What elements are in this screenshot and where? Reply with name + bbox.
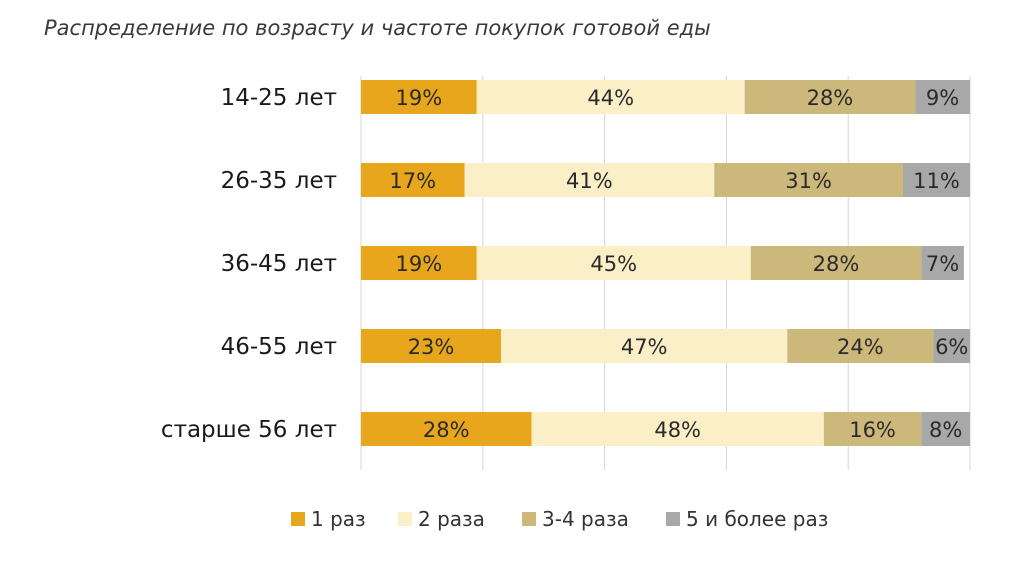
category-label: 36-45 лет [221,251,337,277]
bar-segment [933,329,970,363]
chart-title: Распределение по возрасту и частоте поку… [44,16,711,40]
data-label: 31% [785,169,832,193]
bar-segment [476,80,745,114]
legend-swatch [522,512,536,526]
bar-segment [361,163,465,197]
bar-segment [823,412,922,446]
bar-segment [361,329,502,363]
data-label: 23% [408,335,455,359]
bar-segment [744,80,916,114]
category-label: 14-25 лет [221,85,337,111]
legend-swatch [398,512,412,526]
data-label: 28% [807,86,854,110]
bar-segment [464,163,715,197]
data-label: 28% [813,252,860,276]
bar-segment [361,412,532,446]
legend-label: 3-4 раза [542,507,629,531]
data-label: 7% [926,252,959,276]
bar-segment [714,163,904,197]
data-label: 24% [837,335,884,359]
legend-swatch [666,512,680,526]
bar-segment [361,246,477,280]
bar-segment [921,246,964,280]
bar-segment [361,80,477,114]
bar-segment [787,329,934,363]
bar-segment [915,80,970,114]
bar-segment [921,412,970,446]
data-label: 19% [396,86,443,110]
category-label: 26-35 лет [221,168,337,194]
data-label: 17% [389,169,436,193]
data-label: 9% [926,86,959,110]
category-label: старше 56 лет [161,417,337,443]
data-label: 44% [587,86,634,110]
data-label: 8% [929,418,962,442]
legend-label: 2 раза [418,507,485,531]
data-label: 48% [654,418,701,442]
bar-segment [903,163,970,197]
legend-swatch [291,512,305,526]
data-label: 45% [590,252,637,276]
data-label: 47% [621,335,668,359]
legend-label: 5 и более раз [686,507,828,531]
data-label: 41% [566,169,613,193]
bar-segment [750,246,922,280]
data-label: 16% [849,418,896,442]
data-label: 19% [396,252,443,276]
bar-segment [476,246,751,280]
data-label: 28% [423,418,470,442]
bar-segment [501,329,788,363]
legend-label: 1 раз [311,507,366,531]
category-label: 46-55 лет [221,334,337,360]
bar-segment [531,412,824,446]
data-label: 6% [935,335,968,359]
data-label: 11% [913,169,960,193]
